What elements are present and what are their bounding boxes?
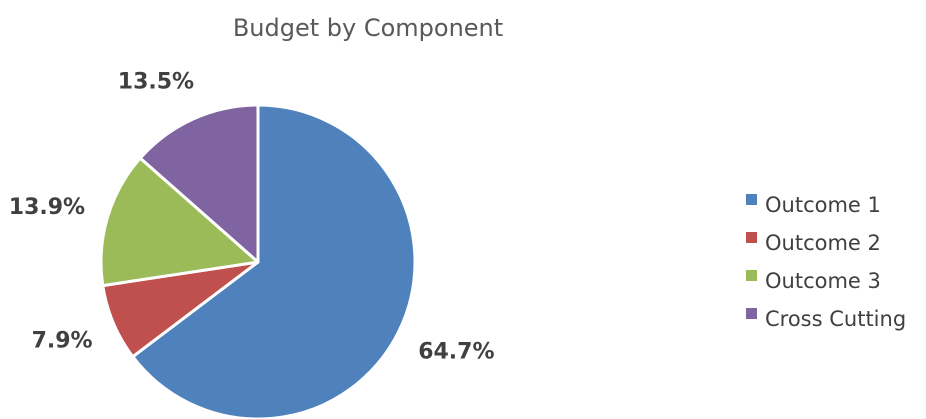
legend-item-outcome-1: Outcome 1 [746,193,881,217]
legend-item-outcome-2: Outcome 2 [746,231,881,255]
legend-swatch [746,232,757,243]
chart-title: Budget by Component [233,14,503,42]
legend-swatch [746,308,757,319]
legend-item-outcome-3: Outcome 3 [746,269,881,293]
pie-slice-cross-cutting [138,103,260,264]
pie-slice-outcome-1 [131,103,417,419]
data-label-outcome-3: 13.9% [9,195,85,220]
data-labels: 64.7% 7.9% 13.9% 13.5% [9,70,495,365]
legend-item-cross-cutting: Cross Cutting [746,307,906,331]
legend-label: Outcome 2 [765,231,881,255]
legend-label: Outcome 3 [765,269,881,293]
legend-swatch [746,270,757,281]
data-label-outcome-2: 7.9% [32,328,93,353]
pie-slices [99,103,417,419]
legend-label: Outcome 1 [765,193,881,217]
data-label-outcome-1: 64.7% [418,340,494,365]
pie-slice-outcome-3 [99,156,260,288]
legend-label: Cross Cutting [765,307,906,331]
legend-swatch [746,194,757,205]
data-label-cross-cutting: 13.5% [118,70,194,95]
legend: Outcome 1 Outcome 2 Outcome 3 Cross Cutting [746,193,906,331]
